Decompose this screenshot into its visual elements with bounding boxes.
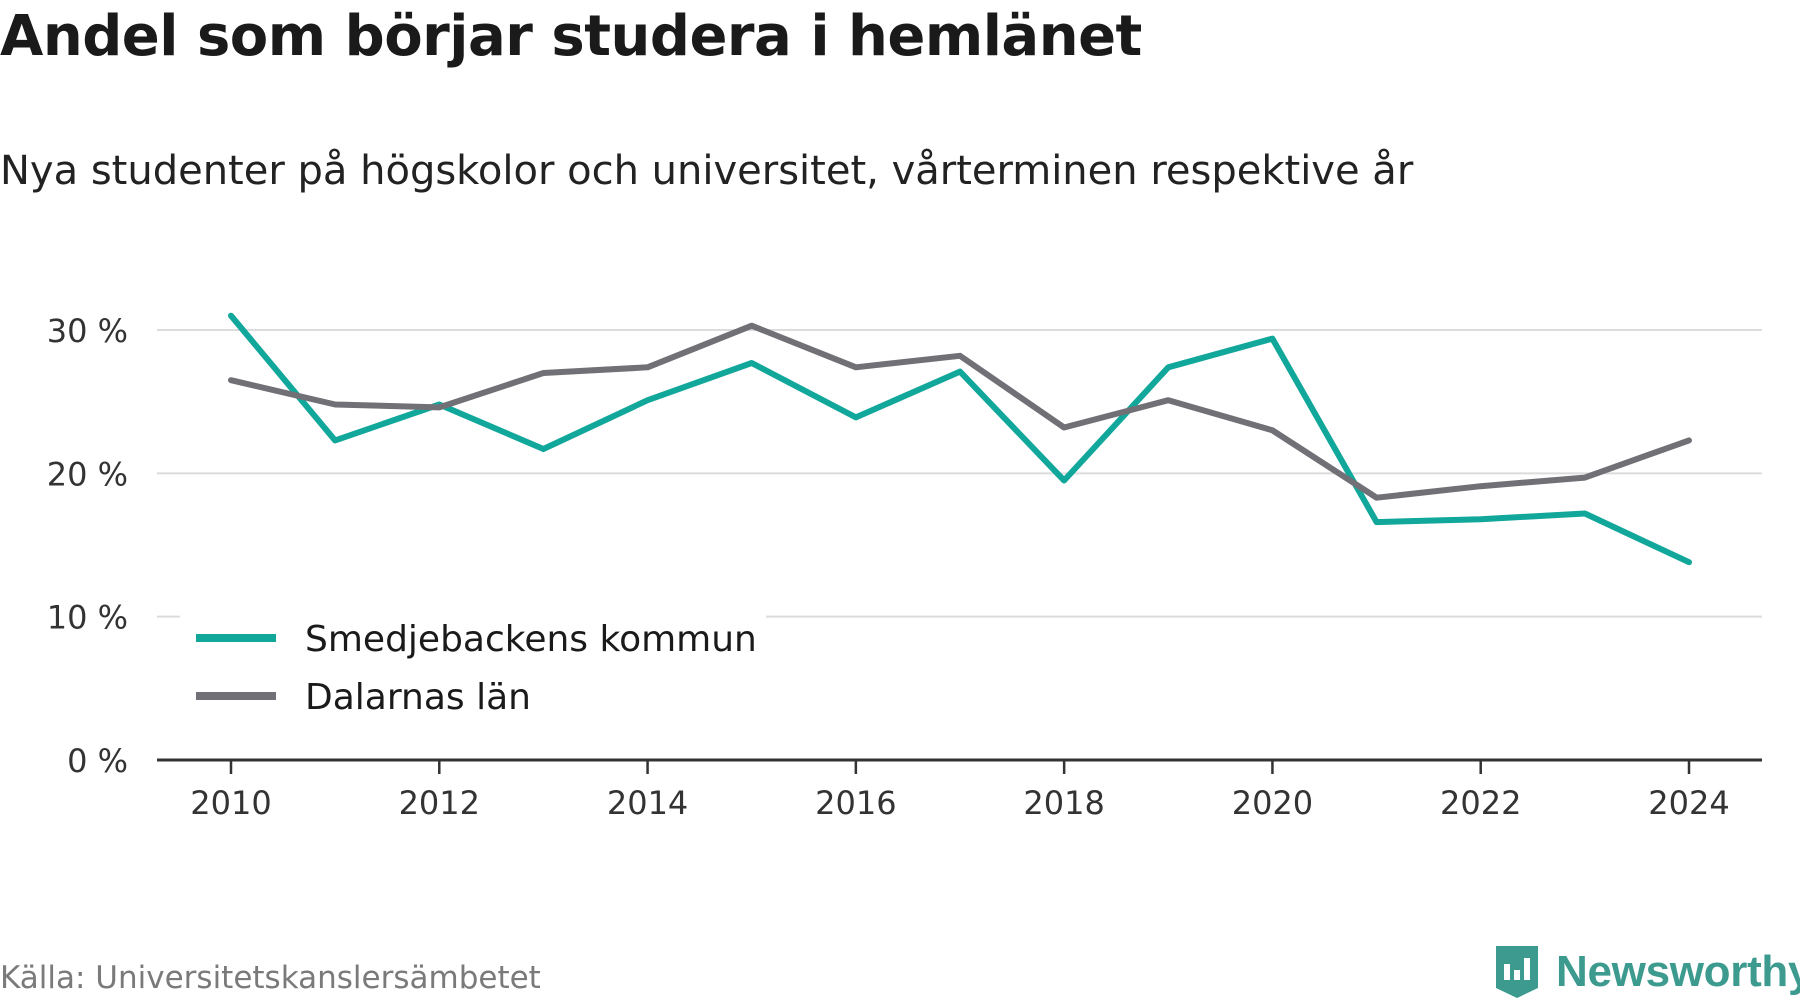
y-tick-label: 20 % bbox=[47, 455, 128, 493]
y-tick-label: 10 % bbox=[47, 599, 128, 637]
series-line-1 bbox=[228, 322, 1692, 501]
y-tick-label: 0 % bbox=[67, 742, 128, 780]
source-note: Källa: Universitetskanslersämbetet bbox=[0, 960, 541, 996]
x-tick-label: 2022 bbox=[1440, 784, 1521, 822]
x-axis-ticks: 2010 2012 2014 2016 2018 2020 2022 2024 bbox=[190, 760, 1730, 822]
chart-title: Andel som börjar studera i hemlänet bbox=[0, 4, 1142, 69]
legend-label: Dalarnas län bbox=[305, 677, 531, 718]
legend-label: Smedjebackens kommun bbox=[305, 619, 757, 660]
y-axis-tick-labels: 0 % 10 % 20 % 30 % bbox=[47, 312, 128, 780]
series-lines bbox=[228, 312, 1692, 566]
legend: Smedjebackens kommun Dalarnas län bbox=[180, 612, 766, 728]
x-tick-label: 2016 bbox=[815, 784, 896, 822]
y-tick-label: 30 % bbox=[47, 312, 128, 350]
x-tick-label: 2018 bbox=[1023, 784, 1104, 822]
newsworthy-logo-icon bbox=[1496, 946, 1538, 998]
x-tick-label: 2012 bbox=[399, 784, 480, 822]
x-tick-label: 2010 bbox=[190, 784, 271, 822]
chart-subtitle: Nya studenter på högskolor och universit… bbox=[0, 148, 1414, 194]
brand-logo: Newsworthy bbox=[1492, 944, 1800, 1000]
x-tick-label: 2014 bbox=[607, 784, 688, 822]
legend-background bbox=[180, 612, 766, 728]
brand-name: Newsworthy bbox=[1556, 947, 1800, 996]
series-line-0 bbox=[228, 312, 1692, 566]
x-tick-label: 2020 bbox=[1232, 784, 1313, 822]
x-tick-label: 2024 bbox=[1648, 784, 1729, 822]
